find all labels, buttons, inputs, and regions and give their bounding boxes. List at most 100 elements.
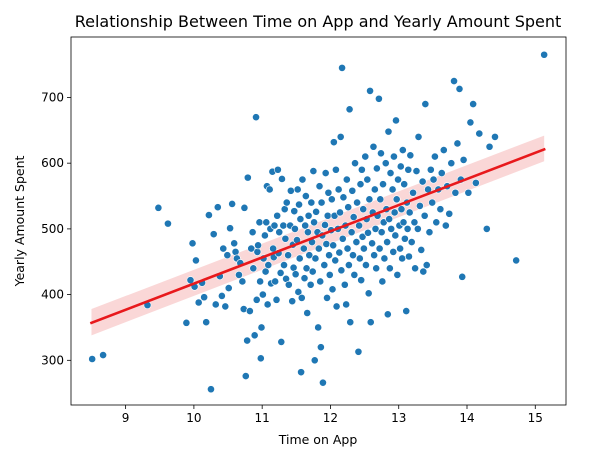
data-point bbox=[439, 146, 448, 154]
regression-line-layer bbox=[89, 147, 546, 325]
data-point bbox=[252, 113, 260, 122]
data-point bbox=[391, 231, 400, 240]
data-point bbox=[390, 208, 399, 217]
data-point bbox=[412, 167, 421, 175]
data-point bbox=[417, 246, 426, 254]
data-point bbox=[280, 205, 289, 214]
data-point bbox=[299, 244, 308, 253]
data-point bbox=[379, 180, 387, 189]
data-point bbox=[425, 228, 434, 237]
data-point bbox=[281, 234, 290, 243]
data-point bbox=[304, 211, 313, 220]
data-point bbox=[257, 323, 266, 332]
data-point bbox=[275, 228, 284, 237]
data-point bbox=[265, 185, 274, 194]
data-point bbox=[315, 182, 324, 191]
chart-title: Relationship Between Time on App and Yea… bbox=[75, 12, 562, 31]
data-point bbox=[300, 274, 309, 283]
data-point bbox=[375, 94, 383, 103]
data-point bbox=[310, 356, 319, 365]
data-point bbox=[432, 218, 441, 227]
data-point bbox=[316, 277, 325, 286]
x-tick-label: 14 bbox=[459, 411, 474, 425]
data-point bbox=[303, 309, 312, 317]
data-point bbox=[205, 211, 213, 219]
data-point bbox=[345, 105, 354, 114]
data-point bbox=[297, 293, 306, 302]
data-point bbox=[375, 244, 384, 253]
data-point bbox=[415, 201, 424, 210]
data-point bbox=[325, 251, 333, 260]
data-point bbox=[188, 239, 197, 248]
data-point bbox=[437, 169, 446, 177]
data-point bbox=[302, 264, 311, 273]
data-point bbox=[353, 198, 361, 207]
data-point bbox=[491, 132, 499, 141]
data-point bbox=[319, 378, 327, 387]
data-point bbox=[279, 221, 288, 230]
data-point bbox=[309, 167, 318, 175]
data-point bbox=[358, 232, 367, 241]
data-point bbox=[471, 178, 480, 187]
data-point bbox=[512, 256, 521, 265]
data-point bbox=[317, 198, 326, 207]
data-point bbox=[418, 177, 427, 186]
data-point bbox=[228, 200, 237, 208]
data-point bbox=[307, 198, 316, 207]
data-point bbox=[263, 300, 272, 309]
data-point bbox=[273, 165, 282, 174]
data-point bbox=[250, 331, 259, 340]
x-tick-label: 10 bbox=[186, 411, 201, 425]
data-point bbox=[344, 203, 353, 212]
data-point bbox=[293, 185, 302, 194]
data-point bbox=[347, 228, 356, 237]
data-point bbox=[383, 238, 392, 246]
data-point bbox=[342, 300, 351, 309]
x-tick-label: 9 bbox=[122, 411, 130, 425]
data-point bbox=[359, 244, 368, 253]
data-point bbox=[410, 218, 419, 227]
data-point bbox=[380, 254, 389, 263]
x-axis-label: Time on App bbox=[278, 432, 358, 447]
data-point bbox=[99, 351, 107, 359]
x-tick-label: 13 bbox=[391, 411, 406, 425]
data-point bbox=[254, 241, 262, 250]
data-point bbox=[422, 261, 431, 269]
data-point bbox=[426, 165, 435, 174]
data-point bbox=[342, 175, 351, 184]
data-point bbox=[431, 152, 439, 161]
data-point bbox=[396, 162, 405, 171]
data-point bbox=[284, 251, 293, 260]
data-point bbox=[363, 175, 372, 184]
data-point bbox=[400, 234, 409, 243]
data-point bbox=[396, 244, 404, 253]
data-point bbox=[306, 280, 315, 289]
data-point bbox=[390, 152, 398, 161]
data-point bbox=[356, 180, 365, 189]
data-point bbox=[450, 77, 458, 85]
data-point bbox=[381, 159, 390, 168]
data-point bbox=[344, 261, 353, 269]
data-point bbox=[447, 159, 456, 168]
data-point bbox=[336, 132, 345, 141]
data-point bbox=[436, 205, 445, 214]
data-point bbox=[154, 203, 163, 212]
data-point bbox=[398, 146, 407, 154]
data-point bbox=[393, 270, 402, 279]
data-point bbox=[288, 297, 297, 306]
data-point bbox=[384, 127, 393, 136]
data-point bbox=[278, 175, 286, 183]
data-point bbox=[368, 239, 376, 248]
data-point bbox=[291, 270, 300, 279]
data-point bbox=[248, 228, 257, 237]
data-point bbox=[346, 318, 355, 327]
data-point bbox=[334, 185, 343, 194]
data-point bbox=[429, 175, 438, 184]
data-point bbox=[420, 211, 429, 220]
data-point bbox=[247, 244, 256, 253]
y-tick-label: 600 bbox=[41, 156, 64, 170]
data-point bbox=[371, 224, 380, 233]
data-point bbox=[209, 230, 218, 239]
data-point bbox=[397, 205, 406, 214]
data-point bbox=[194, 298, 203, 307]
